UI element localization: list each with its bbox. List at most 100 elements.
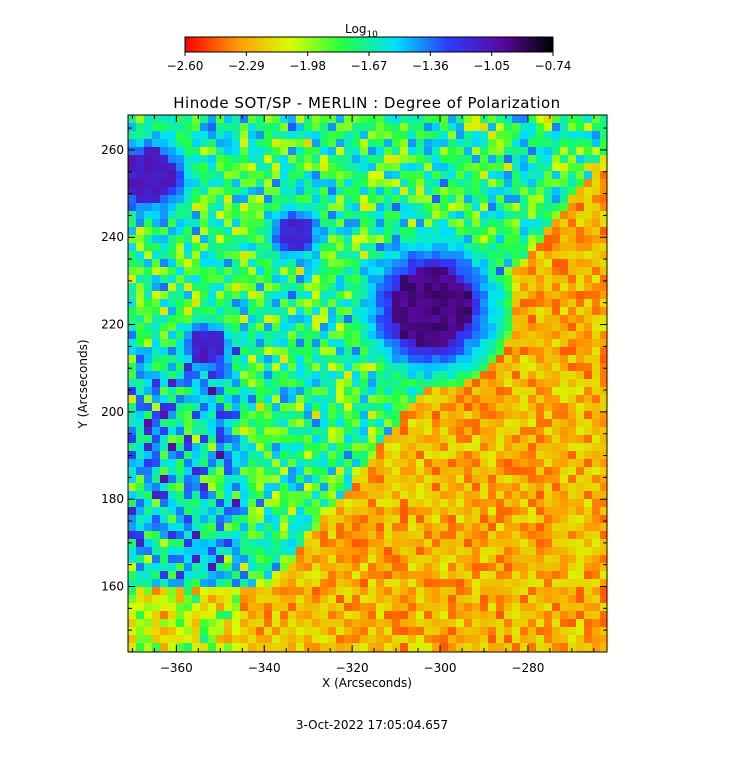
heatmap-cell bbox=[408, 619, 416, 627]
heatmap-cell bbox=[560, 523, 568, 531]
heatmap-cell bbox=[344, 539, 352, 547]
heatmap-cell bbox=[488, 459, 496, 467]
heatmap-cell bbox=[448, 491, 456, 499]
heatmap-cell bbox=[256, 123, 264, 131]
heatmap-cell bbox=[552, 163, 560, 171]
heatmap-cell bbox=[272, 507, 280, 515]
heatmap-cell bbox=[208, 363, 216, 371]
heatmap-cell bbox=[144, 147, 152, 155]
heatmap-cell bbox=[304, 187, 312, 195]
heatmap-cell bbox=[224, 491, 232, 499]
heatmap-cell bbox=[168, 275, 176, 283]
heatmap-cell bbox=[368, 603, 376, 611]
heatmap-cell bbox=[240, 171, 248, 179]
heatmap-cell bbox=[200, 611, 208, 619]
heatmap-cell bbox=[552, 483, 560, 491]
y-tick-label: 260 bbox=[101, 143, 124, 157]
heatmap-cell bbox=[328, 555, 336, 563]
heatmap-cell bbox=[272, 299, 280, 307]
heatmap-cell bbox=[384, 315, 392, 323]
heatmap-cell bbox=[464, 291, 472, 299]
heatmap-cell bbox=[176, 379, 184, 387]
heatmap-cell bbox=[424, 459, 432, 467]
heatmap-cell bbox=[176, 219, 184, 227]
heatmap-cell bbox=[520, 259, 528, 267]
heatmap-cell bbox=[272, 435, 280, 443]
heatmap-cell bbox=[232, 363, 240, 371]
heatmap-cell bbox=[512, 451, 520, 459]
heatmap-cell bbox=[296, 371, 304, 379]
heatmap-cell bbox=[168, 227, 176, 235]
heatmap-cell bbox=[464, 163, 472, 171]
heatmap-cell bbox=[344, 131, 352, 139]
heatmap-cell bbox=[448, 179, 456, 187]
heatmap-cell bbox=[400, 555, 408, 563]
heatmap-cell bbox=[552, 491, 560, 499]
heatmap-cell bbox=[584, 251, 592, 259]
heatmap-cell bbox=[472, 363, 480, 371]
heatmap-cell bbox=[144, 371, 152, 379]
heatmap-cell bbox=[328, 571, 336, 579]
heatmap-cell bbox=[400, 131, 408, 139]
heatmap-cell bbox=[352, 291, 360, 299]
heatmap-cell bbox=[480, 507, 488, 515]
heatmap-cell bbox=[496, 363, 504, 371]
heatmap-cell bbox=[296, 323, 304, 331]
heatmap-cell bbox=[336, 435, 344, 443]
heatmap-cell bbox=[328, 371, 336, 379]
heatmap-cell bbox=[208, 195, 216, 203]
heatmap-cell bbox=[336, 131, 344, 139]
heatmap-cell bbox=[408, 275, 416, 283]
heatmap-cell bbox=[584, 483, 592, 491]
heatmap-cell bbox=[600, 219, 607, 227]
heatmap-cell bbox=[288, 251, 296, 259]
heatmap-cell bbox=[504, 619, 512, 627]
heatmap-cell bbox=[400, 483, 408, 491]
heatmap-cell bbox=[496, 563, 504, 571]
heatmap-cell bbox=[528, 467, 536, 475]
heatmap-cell bbox=[576, 371, 584, 379]
heatmap-cell bbox=[512, 443, 520, 451]
heatmap-cell bbox=[432, 523, 440, 531]
heatmap-cell bbox=[560, 587, 568, 595]
heatmap-cell bbox=[192, 291, 200, 299]
heatmap-cell bbox=[528, 363, 536, 371]
heatmap-cell bbox=[192, 347, 200, 355]
heatmap-cell bbox=[520, 123, 528, 131]
heatmap-cell bbox=[152, 427, 160, 435]
heatmap-cell bbox=[528, 179, 536, 187]
heatmap-cell bbox=[552, 395, 560, 403]
heatmap-cell bbox=[176, 595, 184, 603]
heatmap-cell bbox=[264, 251, 272, 259]
heatmap-cell bbox=[360, 403, 368, 411]
heatmap-cell bbox=[456, 627, 464, 635]
heatmap-cell bbox=[184, 299, 192, 307]
heatmap-cell bbox=[568, 371, 576, 379]
heatmap-cell bbox=[184, 243, 192, 251]
heatmap-cell bbox=[160, 555, 168, 563]
heatmap-cell bbox=[216, 515, 224, 523]
heatmap-cell bbox=[440, 467, 448, 475]
heatmap-cell bbox=[256, 259, 264, 267]
heatmap-cell bbox=[152, 243, 160, 251]
heatmap-cell bbox=[568, 203, 576, 211]
heatmap-cell bbox=[312, 323, 320, 331]
heatmap-cell bbox=[592, 363, 600, 371]
heatmap-cell bbox=[592, 235, 600, 243]
heatmap-cell bbox=[320, 491, 328, 499]
heatmap-cell bbox=[472, 283, 480, 291]
heatmap-cell bbox=[232, 435, 240, 443]
heatmap-cell bbox=[488, 227, 496, 235]
heatmap-cell bbox=[400, 211, 408, 219]
heatmap-cell bbox=[360, 339, 368, 347]
heatmap-cell bbox=[224, 251, 232, 259]
heatmap-cell bbox=[208, 403, 216, 411]
heatmap-cell bbox=[496, 403, 504, 411]
heatmap-cell bbox=[560, 475, 568, 483]
heatmap-cell bbox=[400, 403, 408, 411]
heatmap-cell bbox=[528, 515, 536, 523]
heatmap-cell bbox=[592, 579, 600, 587]
heatmap-cell bbox=[224, 603, 232, 611]
heatmap-cell bbox=[304, 171, 312, 179]
heatmap-cell bbox=[544, 283, 552, 291]
